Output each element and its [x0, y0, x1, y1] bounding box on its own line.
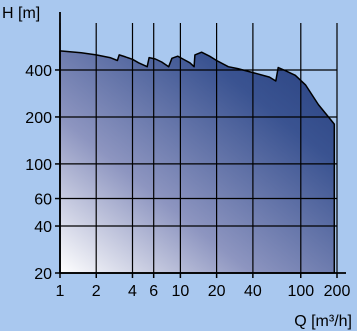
x-tick-label: 10 — [172, 283, 190, 300]
y-axis-label: H [m] — [2, 5, 40, 22]
y-tick-label: 20 — [34, 266, 52, 283]
x-tick-label: 100 — [287, 283, 314, 300]
x-axis-label: Q [m³/h] — [294, 313, 352, 330]
y-tick-label: 400 — [25, 63, 52, 80]
x-tick-label: 1 — [56, 283, 65, 300]
y-tick-label: 40 — [34, 219, 52, 236]
x-tick-label: 40 — [244, 283, 262, 300]
y-tick-label: 60 — [34, 192, 52, 209]
x-tick-label: 20 — [208, 283, 226, 300]
y-tick-label: 200 — [25, 110, 52, 127]
x-tick-label: 4 — [128, 283, 137, 300]
x-tick-label: 6 — [149, 283, 158, 300]
x-tick-label: 200 — [324, 283, 351, 300]
x-tick-label: 2 — [92, 283, 101, 300]
y-tick-label: 100 — [25, 157, 52, 174]
performance-area-0 — [59, 50, 336, 274]
